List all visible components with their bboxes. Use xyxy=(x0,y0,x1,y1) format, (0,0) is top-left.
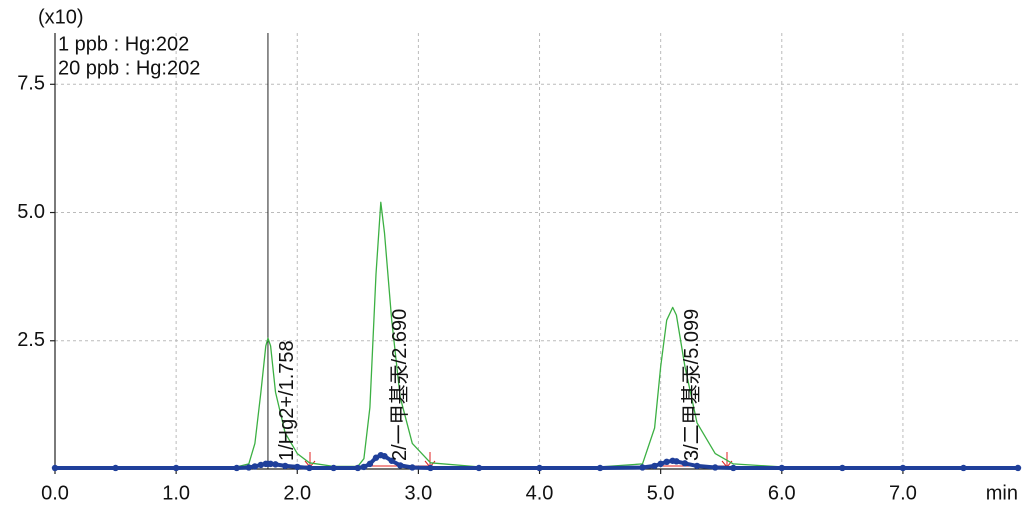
data-point xyxy=(596,464,604,472)
data-point xyxy=(730,464,737,472)
data-point xyxy=(397,462,404,469)
data-point xyxy=(693,462,701,470)
data-point xyxy=(657,460,664,468)
data-point xyxy=(112,464,119,472)
data-point xyxy=(536,464,543,472)
data-point xyxy=(663,458,670,466)
data-point xyxy=(651,462,658,470)
data-point xyxy=(272,461,279,468)
data-point xyxy=(639,464,646,471)
x-tick-label: 1.0 xyxy=(162,482,190,504)
data-point xyxy=(257,461,265,469)
y-tick-label: 5.0 xyxy=(17,201,45,223)
data-point xyxy=(409,464,416,471)
data-point xyxy=(267,460,274,468)
data-point xyxy=(51,464,59,472)
legend-entry: 1 ppb : Hg:202 xyxy=(58,33,189,55)
x-tick-label: 4.0 xyxy=(526,482,554,504)
x-tick-label: 5.0 xyxy=(647,482,675,504)
data-point xyxy=(366,460,374,468)
legend-entry: 20 ppb : Hg:202 xyxy=(58,57,200,79)
data-point xyxy=(233,464,240,472)
data-point xyxy=(711,464,719,471)
peak-annotation: 2/一甲基汞/2.690 xyxy=(388,309,411,461)
x-tick-label: 6.0 xyxy=(768,482,796,504)
data-point xyxy=(899,464,907,472)
data-point xyxy=(1014,464,1022,472)
x-tick-label: 7.0 xyxy=(889,482,917,504)
data-point xyxy=(306,464,313,472)
data-point xyxy=(427,464,434,472)
data-point xyxy=(281,462,289,470)
data-point xyxy=(475,464,483,472)
peak-annotation: 1/Hg2+/1.758 xyxy=(276,340,298,461)
data-point xyxy=(372,454,380,461)
data-point xyxy=(330,464,337,472)
data-point xyxy=(245,464,253,471)
peak-annotation: 3/二甲基汞/5.099 xyxy=(680,309,703,461)
y-tick-label: 2.5 xyxy=(17,329,45,351)
y-multiplier: (x10) xyxy=(38,6,84,28)
data-point xyxy=(294,463,301,471)
data-point xyxy=(681,460,689,467)
data-point xyxy=(172,464,180,472)
data-point xyxy=(839,464,846,472)
data-point xyxy=(388,457,395,464)
series-line xyxy=(55,201,1018,469)
series-line xyxy=(55,453,1018,470)
y-tick-label: 7.5 xyxy=(17,73,45,95)
data-point xyxy=(960,464,967,472)
data-point xyxy=(354,464,362,472)
data-point xyxy=(381,452,388,460)
data-point xyxy=(360,463,368,471)
x-tick-label: 3.0 xyxy=(404,482,432,504)
data-point xyxy=(251,463,259,470)
x-tick-label: 2.0 xyxy=(283,482,311,504)
x-axis-label: min xyxy=(986,482,1018,504)
data-point xyxy=(673,458,680,465)
x-tick-label: 0.0 xyxy=(41,482,69,504)
data-point xyxy=(778,464,785,472)
